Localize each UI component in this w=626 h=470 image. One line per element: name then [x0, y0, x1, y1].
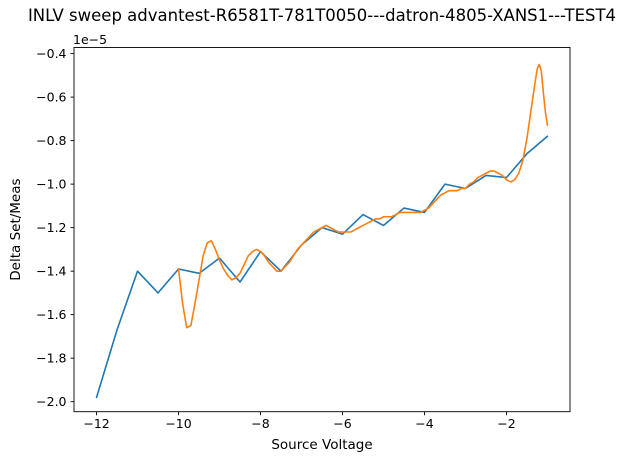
series-smoothed-fit-line: [177, 63, 549, 329]
y-axis-label: Delta Set/Meas: [8, 178, 24, 280]
x-tick-label: −10: [165, 416, 191, 431]
chart-title: INLV sweep advantest-R6581T-781T0050---d…: [28, 6, 616, 25]
axes: −12 −10 −8 −6 −4 −2 −0.4 −0.6 −0.8 −1.0 −1.2 −1.4 −1…: [36, 46, 571, 431]
y-tick-label: −2.0: [36, 394, 66, 409]
y-tick-label: −1.0: [36, 176, 66, 191]
y-tick-label: −0.8: [36, 133, 66, 148]
y-tick-label: −0.6: [36, 89, 66, 104]
y-tick-label: −1.4: [36, 263, 66, 278]
axes-spines: [73, 47, 571, 413]
y-tick-label: −1.2: [36, 220, 66, 235]
x-tick-label: −6: [333, 416, 351, 431]
x-tick-label: −12: [83, 416, 109, 431]
x-axis-label: Source Voltage: [271, 437, 372, 453]
y-tick-label: −1.8: [36, 350, 66, 365]
plot-series: [95, 63, 549, 399]
series-measured-sweep-line: [95, 135, 549, 399]
y-tick-label: −1.6: [36, 307, 66, 322]
y-tick-label: −0.4: [36, 46, 66, 61]
x-tick-label: −4: [415, 416, 433, 431]
x-tick-label: −2: [497, 416, 515, 431]
y-axis-offset-label: 1e−5: [73, 32, 107, 47]
x-tick-label: −8: [251, 416, 269, 431]
